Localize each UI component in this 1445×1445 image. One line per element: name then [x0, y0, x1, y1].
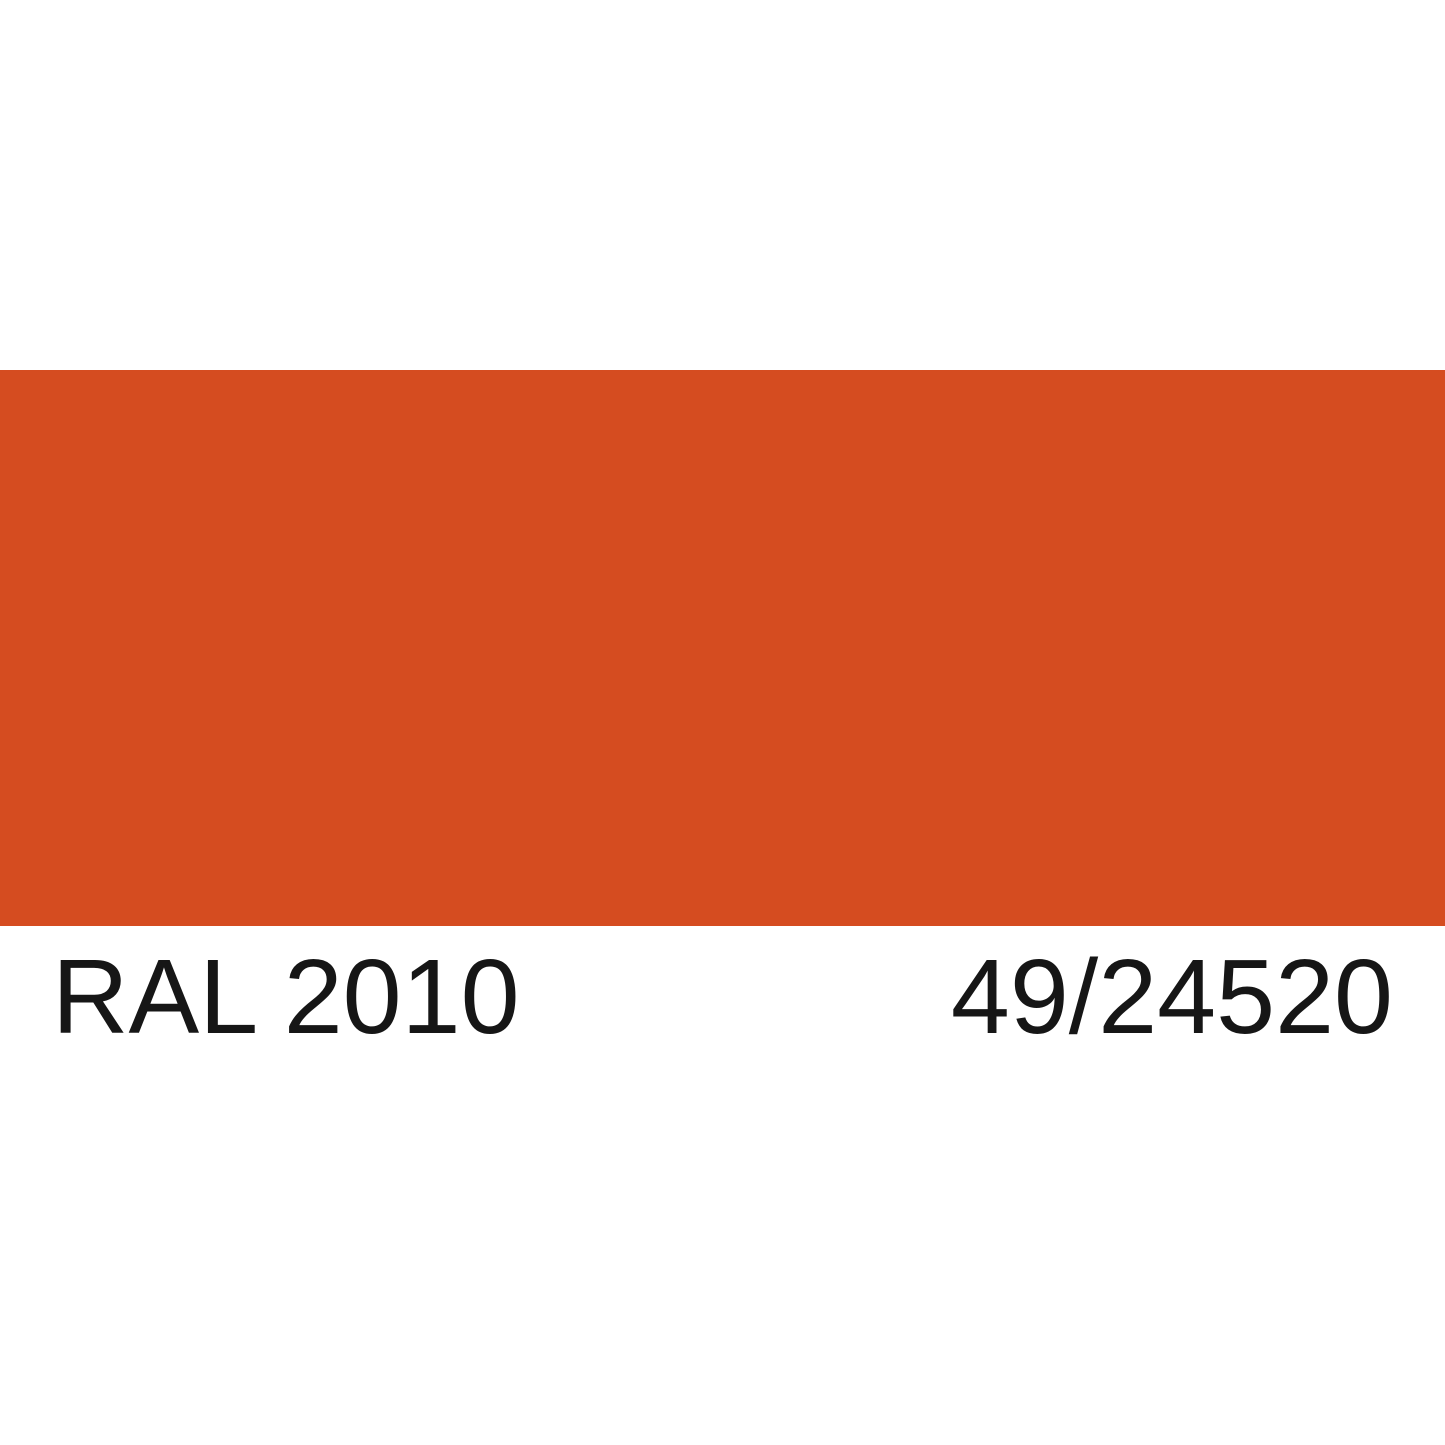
color-swatch — [0, 370, 1445, 926]
reference-code-label: 49/24520 — [950, 938, 1393, 1056]
ral-code-label: RAL 2010 — [52, 938, 520, 1056]
label-row: RAL 2010 49/24520 — [0, 944, 1445, 1050]
